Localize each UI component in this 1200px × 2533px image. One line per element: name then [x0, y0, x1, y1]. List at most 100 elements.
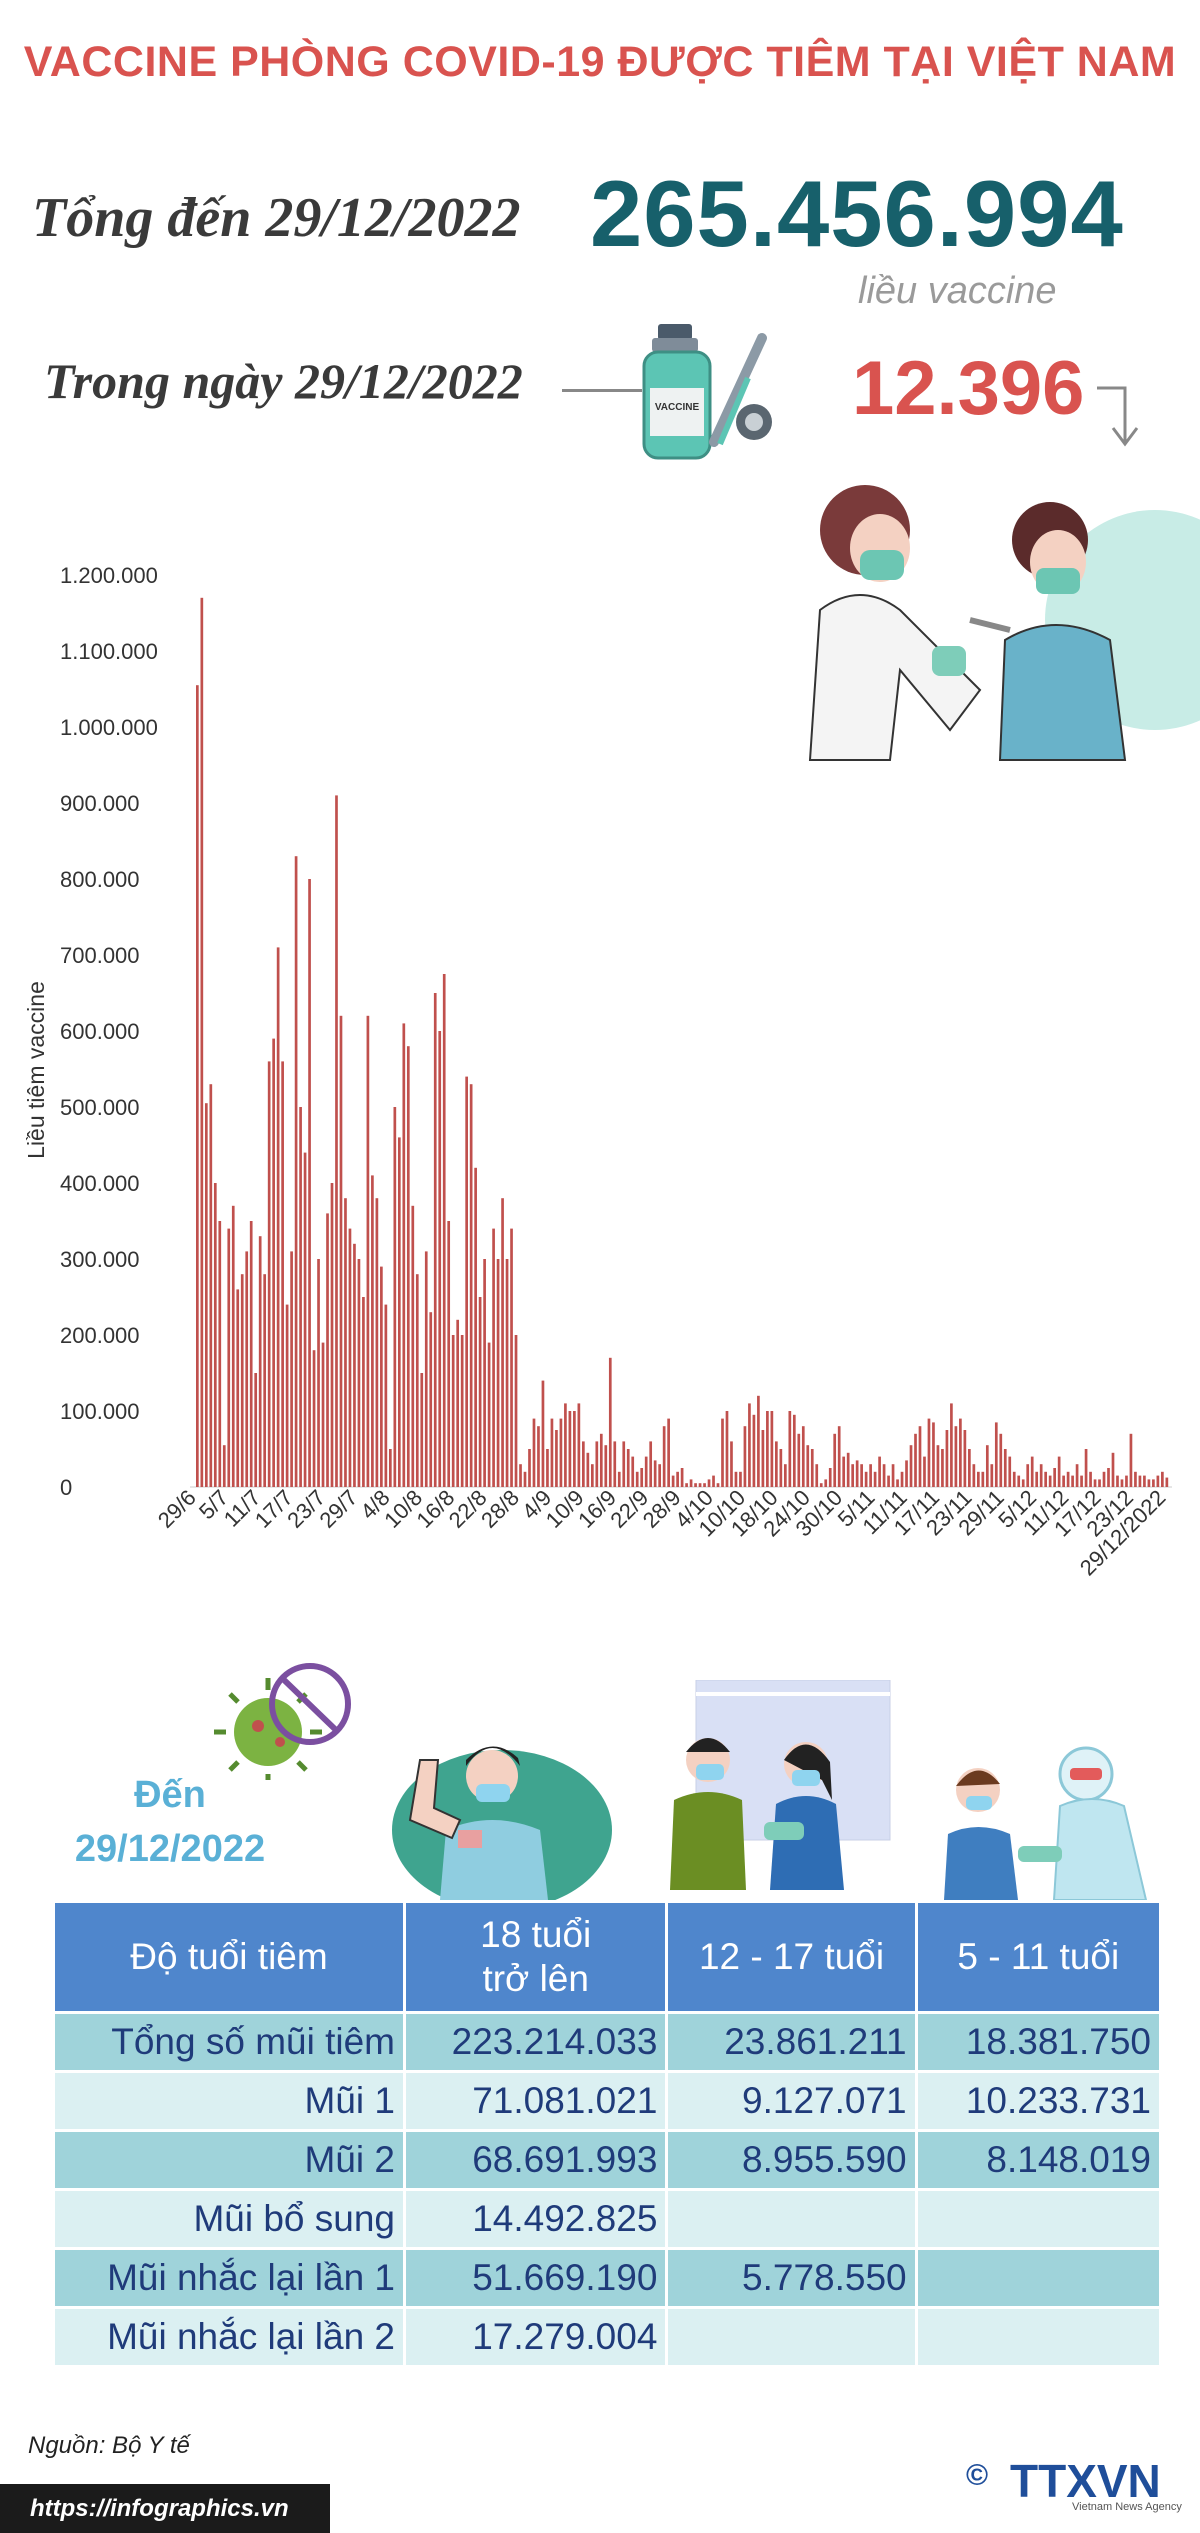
as-of-word: Đến	[134, 1774, 206, 1816]
chart-bar	[1035, 1471, 1039, 1487]
chart-bar	[1107, 1468, 1110, 1487]
y-axis-label: Liều tiêm vaccine	[23, 981, 49, 1159]
chart-bar	[644, 1456, 648, 1487]
chart-bar	[389, 1449, 392, 1487]
chart-bar	[326, 1213, 329, 1487]
chart-bar	[626, 1449, 630, 1487]
chart-bar	[1053, 1468, 1056, 1487]
chart-bar	[294, 856, 298, 1487]
chart-bar	[523, 1471, 527, 1487]
adult-vaccinated-icon	[392, 1746, 612, 1900]
chart-bar	[748, 1403, 751, 1487]
chart-bar	[1030, 1456, 1034, 1487]
chart-bar	[1057, 1456, 1061, 1487]
chart-bar	[276, 947, 280, 1487]
as-of-label: Đến 29/12/2022	[40, 1768, 300, 1876]
chart-bar	[222, 1445, 226, 1487]
chart-bar	[227, 1228, 231, 1487]
chart-bar	[730, 1441, 733, 1487]
chart-bar	[451, 1335, 455, 1487]
chart-bar	[833, 1433, 837, 1487]
y-tick-label: 1.000.000	[60, 715, 158, 740]
chart-bar	[1084, 1449, 1088, 1487]
chart-bar	[1048, 1475, 1052, 1487]
chart-bar	[218, 1221, 222, 1487]
chart-bar	[582, 1441, 585, 1487]
chart-bar	[590, 1464, 594, 1487]
chart-bar	[393, 1107, 397, 1487]
chart-bar	[905, 1460, 908, 1487]
row-label: Mũi 2	[55, 2132, 404, 2188]
today-value: 12.396	[852, 346, 1085, 431]
chart-bar	[703, 1483, 706, 1487]
chart-bar	[474, 1167, 477, 1487]
chart-bar	[285, 1304, 289, 1487]
chart-bar	[514, 1335, 518, 1487]
chart-bar	[1120, 1479, 1124, 1487]
ttxvn-logo: TTXVN	[1010, 2455, 1161, 2507]
chart-bar	[927, 1418, 931, 1487]
arrow-down-icon	[1097, 386, 1139, 447]
chart-bar	[1089, 1471, 1092, 1487]
chart-bar	[801, 1426, 805, 1487]
cell-18-plus: 68.691.993	[406, 2132, 666, 2188]
header-age-group: Độ tuổi tiêm	[55, 1903, 404, 2011]
chart-bar	[433, 993, 437, 1487]
chart-bar	[312, 1350, 316, 1487]
copyright-icon: ©	[966, 2459, 989, 2492]
chart-bar	[510, 1228, 513, 1487]
chart-bar	[909, 1445, 913, 1487]
y-tick-label: 300.000	[60, 1247, 140, 1272]
chart-bar	[402, 1023, 406, 1487]
cell-12-17: 9.127.071	[668, 2073, 915, 2129]
chart-bar	[519, 1464, 522, 1487]
y-tick-label: 1.100.000	[60, 639, 158, 664]
chart-bar	[465, 1076, 468, 1487]
chart-bar	[1129, 1433, 1133, 1487]
vaccine-vial-icon: VACCINE	[642, 324, 772, 460]
chart-bar	[1075, 1464, 1079, 1487]
chart-bar	[864, 1471, 868, 1487]
table-row: Mũi nhắc lại lần 1 51.669.190 5.778.550	[55, 2250, 1159, 2306]
cell-5-11	[917, 2191, 1159, 2247]
chart-bar	[335, 795, 338, 1487]
y-tick-label: 200.000	[60, 1323, 140, 1348]
child-vaccinated-icon	[944, 1746, 1148, 1900]
cell-5-11	[917, 2250, 1159, 2306]
cell-5-11	[917, 2309, 1159, 2365]
y-tick-label: 500.000	[60, 1095, 140, 1120]
chart-bar	[1021, 1479, 1025, 1487]
table-header-row: Độ tuổi tiêm 18 tuổi trở lên 12 - 17 tuổ…	[55, 1903, 1159, 2011]
chart-bar	[447, 1221, 451, 1487]
chart-bar	[1116, 1475, 1119, 1487]
chart-bar	[1039, 1464, 1043, 1487]
chart-bar	[846, 1452, 850, 1487]
chart-bar	[380, 1266, 383, 1487]
chart-bar	[1161, 1471, 1164, 1487]
chart-bar	[1165, 1477, 1169, 1487]
y-tick-label: 1.200.000	[60, 563, 158, 588]
chart-bar	[932, 1422, 935, 1487]
chart-bar	[824, 1479, 828, 1487]
chart-bar	[662, 1426, 666, 1487]
chart-bar	[878, 1456, 881, 1487]
chart-bar	[384, 1304, 388, 1487]
chart-bar	[667, 1418, 670, 1487]
chart-bar	[734, 1471, 738, 1487]
y-tick-label: 700.000	[60, 943, 140, 968]
logo-subtitle: Vietnam News Agency	[1072, 2501, 1182, 2513]
chart-bar	[375, 1198, 379, 1487]
vial-text: VACCINE	[655, 402, 700, 413]
chart-bar	[810, 1449, 814, 1487]
footer-url-link[interactable]: https://infographics.vn	[0, 2484, 330, 2533]
unit-label: liều vaccine	[858, 270, 1057, 312]
chart-bar	[1111, 1452, 1115, 1487]
cell-12-17: 8.955.590	[668, 2132, 915, 2188]
chart-bar	[990, 1464, 994, 1487]
chart-bar	[869, 1464, 872, 1487]
chart-bar	[1008, 1456, 1012, 1487]
chart-bar	[357, 1259, 361, 1487]
chart-bar	[887, 1475, 890, 1487]
chart-bar	[1012, 1471, 1016, 1487]
chart-bar	[855, 1460, 859, 1487]
